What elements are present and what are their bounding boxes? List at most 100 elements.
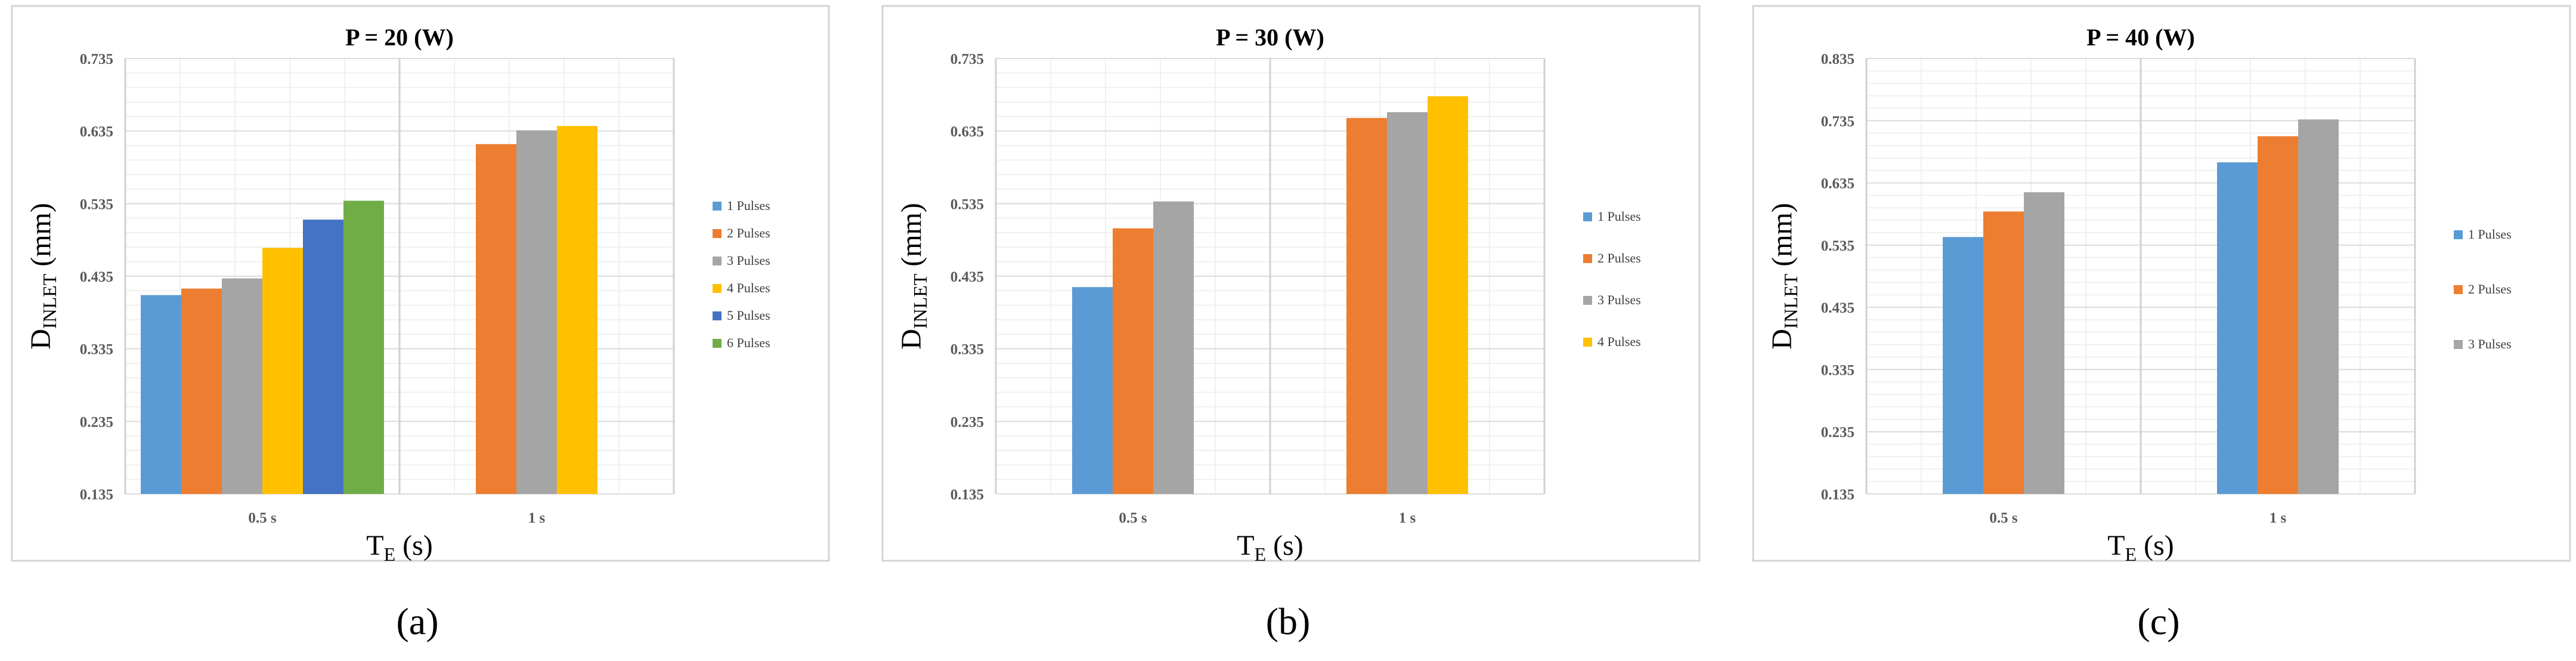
x-axis-label-unit: (s) [395, 530, 433, 561]
legend-swatch-4 [713, 284, 722, 293]
legend-swatch-2 [713, 229, 722, 238]
legend-label-4: 4 Pulses [1597, 334, 1641, 349]
x-axis-label-sub: E [1255, 543, 1267, 565]
chart-panel-a: 0.135 0.235 0.335 0.435 0.535 0.635 0.735 0.5 s… [0, 0, 835, 661]
bar-3-pulses-1s [1387, 112, 1428, 495]
y-tick-label: 0.735 [1821, 113, 1854, 129]
x-axis-label-sub: E [384, 543, 396, 565]
legend-swatch-1 [2454, 230, 2463, 239]
bar-2-pulses-0p5s [1983, 211, 2024, 494]
subfigure-label-a: (a) [396, 600, 439, 643]
y-axis-label-sub: INLET [909, 273, 931, 329]
y-tick-label: 0.435 [80, 269, 113, 285]
bar-3-pulses-1s [516, 130, 557, 494]
chart-title: P = 30 (W) [1216, 24, 1324, 51]
x-tick-label: 1 s [1399, 510, 1416, 526]
legend-label-5: 5 Pulses [727, 308, 770, 323]
y-tick-label: 0.335 [950, 342, 984, 358]
bar-4-pulses-1s [1428, 96, 1468, 494]
y-tick-label: 0.635 [80, 124, 113, 140]
bar-3-pulses-0p5s [2024, 192, 2064, 494]
x-tick-label: 0.5 s [248, 510, 277, 526]
x-axis-label: TE (s) [1237, 530, 1304, 565]
x-axis-label-unit: (s) [1266, 530, 1304, 561]
y-tick-label: 0.335 [80, 342, 113, 358]
y-tick-label: 0.435 [950, 269, 984, 285]
y-tick-label: 0.135 [950, 487, 984, 503]
bar-2-pulses-1s [2258, 136, 2298, 494]
y-tick-label: 0.335 [1821, 362, 1854, 378]
legend-swatch-4 [1583, 338, 1592, 347]
y-axis-label-sub: INLET [1780, 273, 1801, 329]
x-axis-label: TE (s) [2107, 530, 2174, 565]
bar-3-pulses-1s [2298, 119, 2339, 494]
legend-label-2: 2 Pulses [727, 226, 770, 240]
legend-label-2: 2 Pulses [1597, 251, 1641, 265]
subfigure-label-b: (b) [1265, 600, 1311, 643]
chart-a-svg: 0.135 0.235 0.335 0.435 0.535 0.635 0.735 0.5 s… [11, 5, 830, 565]
legend-label-4: 4 Pulses [727, 280, 770, 295]
bar-1-pulses-1s [2217, 162, 2258, 495]
legend-label-2: 2 Pulses [2468, 282, 2512, 296]
chart-panel-c: 0.135 0.235 0.335 0.435 0.535 0.635 0.735 0.835… [1741, 0, 2576, 661]
bar-2-pulses-0p5s [1113, 228, 1153, 494]
chart-c-svg: 0.135 0.235 0.335 0.435 0.535 0.635 0.735 0.835… [1752, 5, 2571, 565]
legend-label-3: 3 Pulses [727, 253, 770, 268]
y-axis-label-unit: (mm) [25, 203, 57, 274]
x-tick-label: 0.5 s [1989, 510, 2018, 526]
bar-5-pulses-0p5s [303, 220, 343, 494]
bar-6-pulses-0p5s [343, 200, 384, 494]
subfigure-label-c: (c) [2137, 600, 2180, 643]
legend-label-6: 6 Pulses [727, 335, 770, 350]
chart-frame [881, 5, 1701, 562]
legend-swatch-3 [2454, 340, 2463, 349]
y-axis-label-unit: (mm) [896, 203, 927, 274]
y-tick-label: 0.135 [80, 487, 113, 503]
chart-frame [11, 5, 830, 562]
x-axis-label-sub: E [2125, 543, 2137, 565]
bar-3-pulses-0p5s [222, 278, 262, 494]
x-tick-label: 0.5 s [1119, 510, 1147, 526]
y-tick-label: 0.435 [1821, 300, 1854, 316]
chart-frame [1752, 5, 2571, 562]
y-tick-label: 0.235 [80, 414, 113, 430]
bar-4-pulses-0p5s [262, 248, 303, 494]
bar-2-pulses-0p5s [181, 288, 222, 494]
legend-swatch-5 [713, 311, 722, 320]
legend-swatch-3 [1583, 296, 1592, 305]
legend-label-1: 1 Pulses [727, 198, 770, 213]
bar-4-pulses-1s [557, 126, 597, 494]
chart-title: P = 40 (W) [2086, 24, 2195, 51]
legend-label-1: 1 Pulses [2468, 227, 2512, 242]
legend-swatch-2 [1583, 254, 1592, 263]
x-axis-label: TE (s) [366, 530, 433, 565]
y-tick-label: 0.635 [950, 124, 984, 140]
bar-1-pulses-0p5s [1072, 287, 1113, 494]
legend-swatch-3 [713, 257, 722, 265]
y-tick-label: 0.635 [1821, 176, 1854, 192]
y-tick-label: 0.535 [80, 196, 113, 212]
y-tick-label: 0.735 [950, 51, 984, 67]
chart-panel-b: 0.135 0.235 0.335 0.435 0.535 0.635 0.735 0.5 s… [871, 0, 1705, 661]
legend-label-3: 3 Pulses [2468, 336, 2512, 351]
chart-title: P = 20 (W) [345, 24, 454, 51]
y-axis-label: DINLET (mm) [1766, 203, 1801, 350]
x-tick-label: 1 s [528, 510, 546, 526]
bar-2-pulses-1s [476, 144, 516, 495]
y-tick-label: 0.535 [1821, 238, 1854, 254]
y-axis-label-unit: (mm) [1766, 203, 1798, 274]
legend-label-1: 1 Pulses [1597, 209, 1641, 224]
y-tick-label: 0.235 [950, 414, 984, 430]
legend-swatch-1 [1583, 212, 1592, 221]
legend-swatch-6 [713, 339, 722, 348]
y-tick-label: 0.135 [1821, 487, 1854, 503]
y-tick-label: 0.835 [1821, 51, 1854, 67]
y-tick-label: 0.235 [1821, 425, 1854, 441]
bar-1-pulses-0p5s [1943, 237, 1983, 494]
y-tick-label: 0.735 [80, 51, 113, 67]
bar-3-pulses-0p5s [1153, 201, 1194, 494]
y-tick-label: 0.535 [950, 196, 984, 212]
chart-b-svg: 0.135 0.235 0.335 0.435 0.535 0.635 0.735 0.5 s… [881, 5, 1701, 565]
bar-2-pulses-1s [1346, 118, 1387, 494]
y-axis-label-sub: INLET [39, 273, 60, 329]
